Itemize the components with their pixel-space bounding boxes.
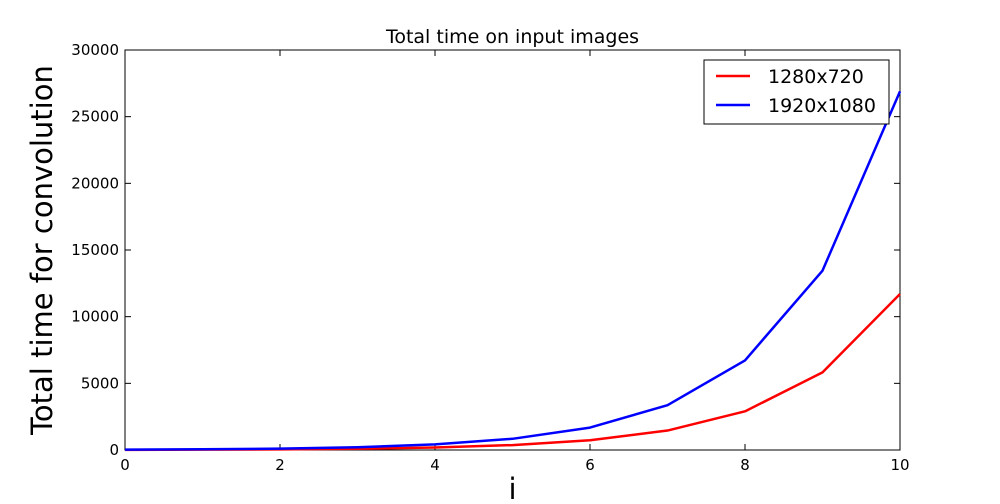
- y-tick-label: 20000: [71, 174, 119, 192]
- legend-box: [703, 59, 890, 125]
- y-tick-label: 15000: [71, 241, 119, 259]
- chart-title: Total time on input images: [385, 26, 639, 48]
- y-axis-ticks: 0 5000 10000 15000 20000 25000 30000: [71, 41, 900, 459]
- x-tick-label: 6: [585, 456, 595, 474]
- x-tick-label: 4: [430, 456, 440, 474]
- y-tick-label: 5000: [81, 374, 119, 392]
- series-line-1920x1080: [124, 90, 902, 451]
- x-tick-label: 10: [890, 456, 909, 474]
- legend-label-1280x720: 1280x720: [768, 66, 864, 88]
- y-tick-label: 25000: [71, 108, 119, 126]
- x-tick-label: 8: [740, 456, 750, 474]
- x-axis-label: i: [508, 472, 516, 500]
- x-axis-ticks: 0 2 4 6 8 10: [120, 50, 910, 474]
- legend-label-1920x1080: 1920x1080: [768, 95, 876, 117]
- x-tick-label: 2: [275, 456, 285, 474]
- series-lines: [124, 90, 902, 452]
- legend: 1280x720 1920x1080: [703, 59, 890, 125]
- y-tick-label: 10000: [71, 308, 119, 326]
- y-tick-label: 0: [109, 441, 119, 459]
- x-tick-label: 0: [120, 456, 130, 474]
- y-tick-label: 30000: [71, 41, 119, 59]
- y-axis-label: Total time for convolution: [25, 65, 59, 436]
